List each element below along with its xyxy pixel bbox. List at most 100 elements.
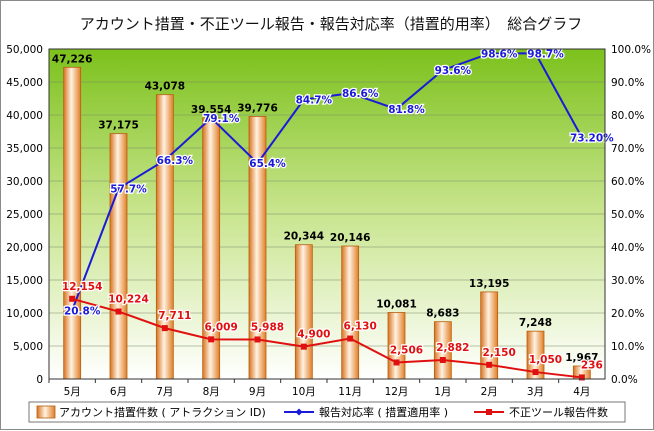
bar (63, 66, 82, 380)
line-point (208, 336, 215, 343)
line-data-label: 6,130 (344, 321, 377, 333)
series-line (71, 52, 583, 311)
bar-data-label: 20,344 (284, 231, 325, 243)
line-data-label: 1,050 (529, 354, 562, 366)
left-axis-tick-label: 50,000 (6, 44, 43, 56)
x-axis-tick-label: 7月 (156, 386, 173, 398)
bar-data-label: 39,776 (237, 102, 278, 114)
line-point (578, 133, 586, 141)
x-axis-tick-label: 12月 (385, 386, 409, 398)
line-point (439, 66, 447, 74)
line-point (346, 89, 354, 97)
line-point (486, 361, 493, 368)
line-point (207, 114, 215, 122)
right-axis-tick-label: 50.0% (611, 209, 644, 221)
line-data-label: 2,150 (483, 347, 516, 359)
line-data-label: 2,506 (390, 344, 423, 356)
legend-diamond-marker (295, 408, 303, 416)
left-axis-tick-label: 0 (36, 374, 43, 386)
line-data-label: 20.8% (64, 305, 101, 317)
line-data-label: 93.6% (435, 65, 472, 77)
line-point (439, 356, 446, 363)
line-point (578, 374, 585, 381)
data-labels: 47,226 37,175 43,078 39,554 39,776 20,344 20,1… (52, 47, 616, 373)
left-axis-tick-label: 20,000 (6, 242, 43, 254)
line-point (393, 359, 400, 366)
axes: 0 0.0% 5,000 10.0% 10,000 20.0% 15,000 30.0% 20,… (6, 44, 651, 398)
legend-label: アカウント措置件数 ( アトラクション ID) (59, 405, 266, 419)
line-data-label: 81.8% (388, 104, 425, 116)
line-point (347, 335, 354, 342)
line-data-label: 98.6% (481, 49, 518, 61)
right-axis-tick-label: 80.0% (611, 110, 644, 122)
series-line (71, 297, 582, 379)
right-axis-tick-label: 30.0% (611, 275, 644, 287)
line-point (254, 336, 261, 343)
line-data-label: 65.4% (249, 158, 286, 170)
x-axis-tick-label: 1月 (434, 386, 451, 398)
line-point (485, 50, 493, 58)
bar-data-label: 37,175 (98, 120, 139, 132)
left-axis-tick-label: 35,000 (6, 143, 43, 155)
line-point (300, 343, 307, 350)
line-point (393, 105, 400, 113)
line-point (161, 325, 168, 332)
bar (155, 94, 174, 380)
bar-data-label: 1,967 (565, 352, 598, 364)
left-axis-tick-label: 10,000 (6, 308, 43, 320)
bar-data-label: 39,554 (191, 104, 232, 116)
x-axis-tick-label: 3月 (527, 386, 544, 398)
line-point (300, 95, 308, 103)
legend-square-marker (486, 409, 492, 415)
x-axis-tick-label: 2月 (481, 386, 498, 398)
right-axis-tick-label: 10.0% (611, 341, 644, 353)
legend-box (28, 401, 626, 423)
line-data-label: 4,900 (297, 329, 330, 341)
line-point (532, 49, 539, 57)
bar-data-label: 7,248 (519, 317, 552, 329)
x-axis-tick-label: 9月 (249, 386, 266, 398)
right-axis-tick-label: 100.0% (611, 44, 651, 56)
left-axis-tick-label: 30,000 (6, 176, 43, 188)
bar-data-label: 47,226 (52, 53, 93, 65)
legend-bar-swatch (36, 405, 56, 419)
bar (341, 245, 360, 380)
line-data-label: 84.7% (296, 94, 333, 106)
line-data-label: 7,711 (158, 310, 191, 322)
bar (294, 244, 313, 380)
line-point (68, 306, 76, 314)
x-axis-tick-label: 8月 (203, 386, 220, 398)
line-point (161, 156, 169, 164)
x-axis-tick-label: 6月 (110, 386, 127, 398)
line-point (69, 295, 76, 302)
line-series (68, 49, 586, 381)
x-axis-tick-label: 5月 (64, 386, 81, 398)
legend-label: 報告対応率 ( 措置適用率 ) (319, 405, 448, 419)
right-axis-tick-label: 60.0% (611, 176, 644, 188)
line-data-label: 12,154 (62, 281, 103, 293)
line-point (254, 159, 261, 167)
line-point (115, 185, 122, 193)
line-data-label: 57.7% (110, 184, 147, 196)
legend: アカウント措置件数 ( アトラクション ID) 報告対応率 ( 措置適用率 ) 不正… (28, 401, 626, 423)
line-data-label: 10,224 (108, 294, 149, 306)
right-axis-tick-label: 90.0% (611, 77, 644, 89)
line-data-label: 5,988 (251, 321, 284, 333)
left-axis-tick-label: 45,000 (6, 77, 43, 89)
line-data-label: 98.7% (527, 48, 564, 60)
line-point (532, 369, 539, 376)
right-axis-tick-label: 20.0% (611, 308, 644, 320)
line-data-label: 86.6% (342, 88, 379, 100)
left-axis-tick-label: 25,000 (6, 209, 43, 221)
x-axis-tick-label: 4月 (573, 386, 590, 398)
left-axis-tick-label: 40,000 (6, 110, 43, 122)
x-axis-tick-label: 11月 (338, 386, 362, 398)
right-axis-tick-label: 40.0% (611, 242, 644, 254)
bar-data-label: 20,146 (330, 232, 371, 244)
bar-data-label: 8,683 (426, 308, 459, 320)
left-axis-tick-label: 15,000 (6, 275, 43, 287)
x-axis-tick-label: 10月 (292, 386, 316, 398)
right-axis-tick-label: 70.0% (611, 143, 644, 155)
